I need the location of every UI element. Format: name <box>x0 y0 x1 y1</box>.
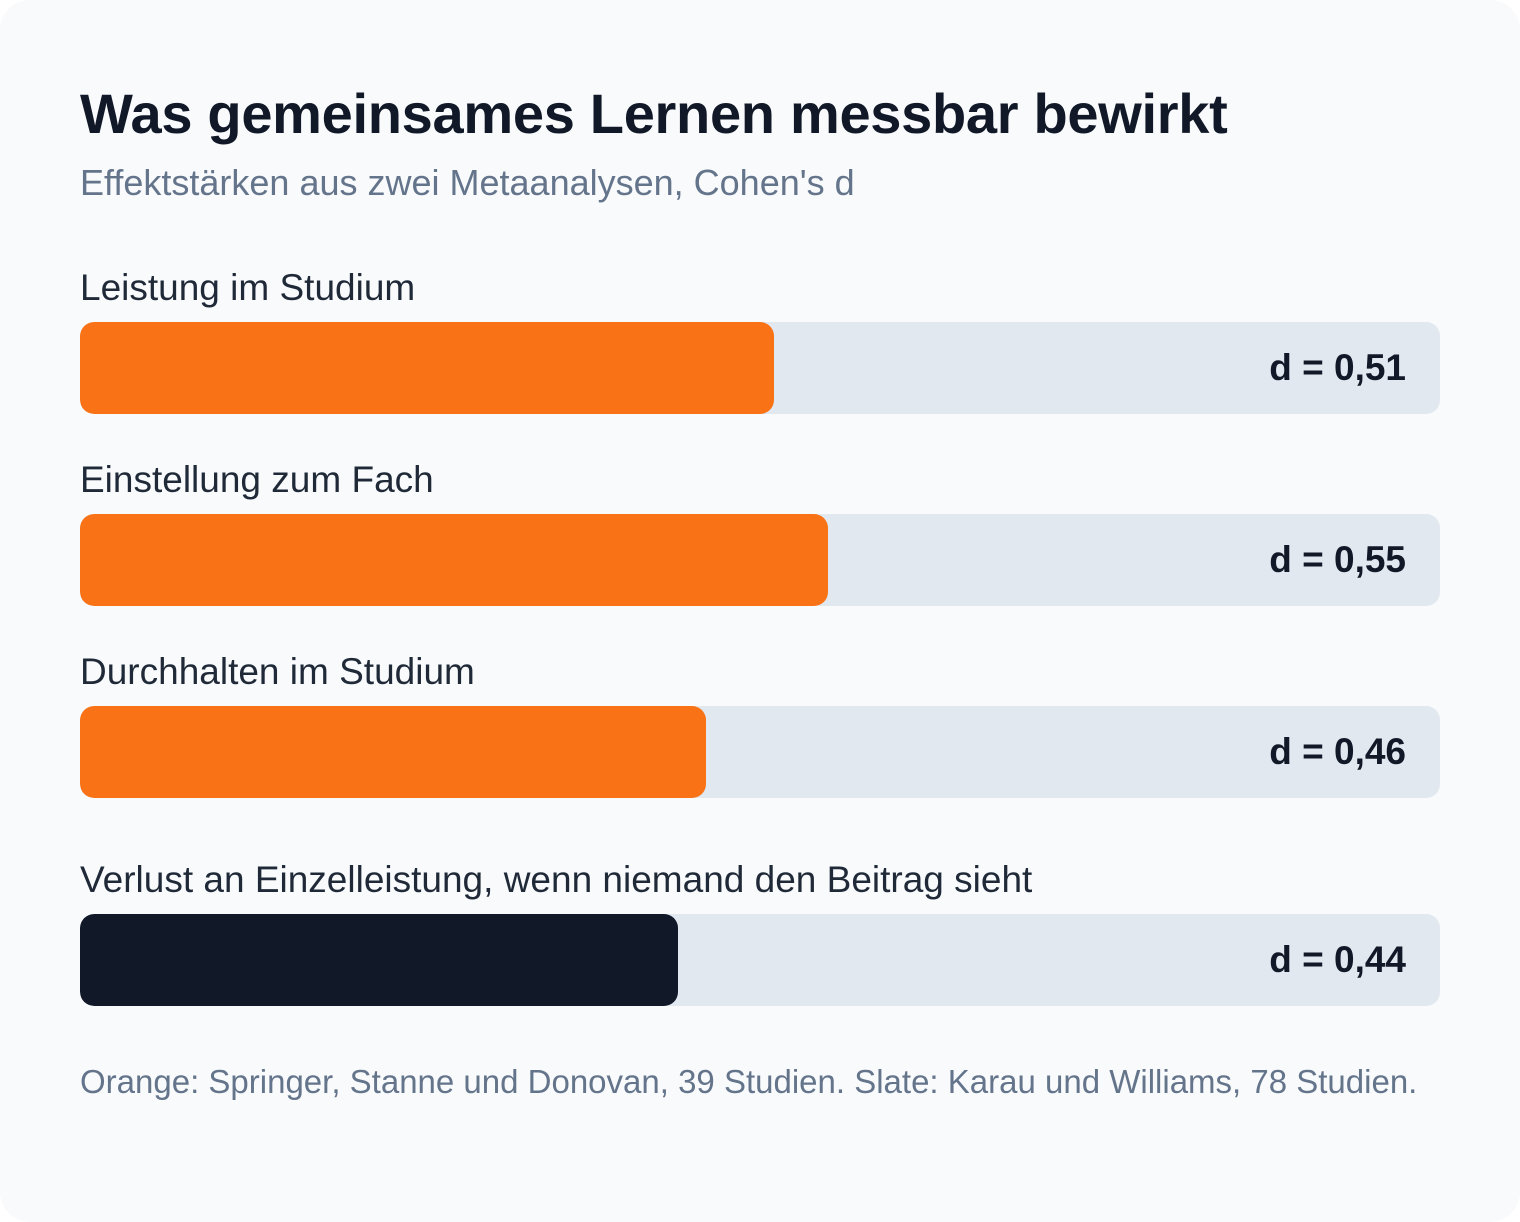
bar-label: Leistung im Studium <box>80 267 416 308</box>
bar-label: Einstellung zum Fach <box>80 459 434 500</box>
bar-value-label: d = 0,51 <box>1269 347 1406 388</box>
bar-value-label: d = 0,55 <box>1269 539 1406 580</box>
bar-value-label: d = 0,44 <box>1269 939 1406 980</box>
bar-label: Durchhalten im Studium <box>80 651 475 692</box>
bar-fill <box>80 322 774 414</box>
bar-track: d = 0,51 <box>80 322 1440 414</box>
bar-fill <box>80 514 828 606</box>
bar-fill <box>80 706 706 798</box>
bar-label: Verlust an Einzelleistung, wenn niemand … <box>80 859 1033 900</box>
bar-value-label: d = 0,46 <box>1269 731 1406 772</box>
source-footnote: Orange: Springer, Stanne und Donovan, 39… <box>80 1063 1418 1100</box>
bar-track: d = 0,55 <box>80 514 1440 606</box>
bar-track: d = 0,44 <box>80 914 1440 1006</box>
bar-track: d = 0,46 <box>80 706 1440 798</box>
chart-subtitle: Effektstärken aus zwei Metaanalysen, Coh… <box>80 162 855 203</box>
chart-title: Was gemeinsames Lernen messbar bewirkt <box>80 82 1228 145</box>
bar-fill <box>80 914 678 1006</box>
